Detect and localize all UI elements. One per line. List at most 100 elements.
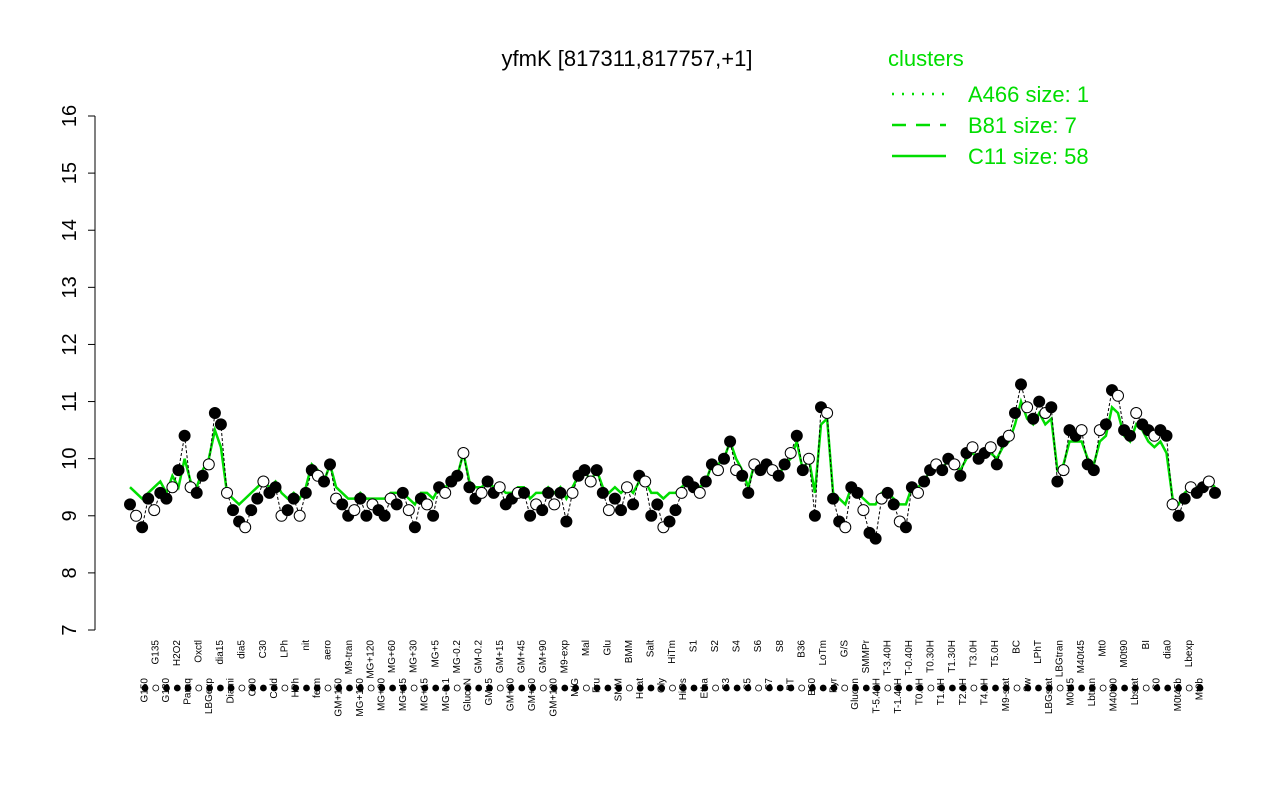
legend-label: B81 size: 7 [968,113,1077,138]
data-point [627,498,640,511]
x-tick-label: MG+30 [409,640,420,674]
data-point [578,464,591,477]
x-tick-label: M40t45 [1076,640,1087,674]
x-marker-dot [216,684,224,692]
data-point [990,458,1003,471]
series-lines [129,397,1216,507]
x-marker-dot [313,684,321,692]
x-tick-label: T-0.40H [904,640,915,676]
data-point [1051,475,1064,488]
x-tick-label: S0 [1152,678,1163,691]
data-point [724,435,737,448]
x-marker-dot [1013,684,1021,692]
data-point [560,515,573,528]
x-marker-dot [1121,684,1128,692]
x-tick-label: GM+120 [549,678,560,717]
x-tick-label: T0.30H [926,640,937,673]
data-points [124,378,1221,545]
y-tick-label: 15 [59,162,81,184]
data-point [427,509,440,522]
x-marker-dot [787,684,795,692]
x-tick-label: nit [301,640,312,651]
x-tick-label: GM+60 [527,678,538,712]
data-point [1045,401,1058,414]
y-tick-label: 11 [59,391,81,412]
data-point [918,475,931,488]
x-tick-label: GM+45 [516,640,527,674]
x-tick-label: T4.0H [979,678,990,705]
data-point [221,486,233,499]
x-marker-dot [583,684,590,692]
data-point [130,509,143,522]
y-tick-label: 12 [59,333,81,355]
data-point [1160,429,1173,442]
x-tick-label: M9-stat [1001,678,1012,712]
data-point [396,486,409,499]
x-marker-dot [367,684,375,692]
data-point [493,481,506,494]
data-point [1124,429,1137,442]
data-point [736,469,749,482]
x-tick-label: Lbexp [1184,640,1195,668]
data-point [1057,464,1070,477]
x-tick-label: Lbtran [1087,678,1098,706]
data-point [790,429,803,442]
x-tick-label: GM-0.2 [473,640,484,674]
y-tick-label: 13 [59,276,81,298]
chart-title: yfmK [817311,817757,+1] [502,46,753,71]
data-point [712,464,724,477]
x-tick-label: BT [786,678,797,691]
data-point [1021,401,1034,414]
x-tick-label: S8 [775,640,786,653]
data-point [166,481,179,494]
data-point [281,504,294,517]
x-marker-dot [776,684,784,692]
x-tick-label: LPhT [1033,640,1044,664]
data-point [239,521,252,534]
data-point [1209,486,1221,499]
data-point [548,498,561,511]
data-point [202,458,215,471]
x-tick-label: T0.0H [915,678,926,705]
x-tick-label: BMM [624,640,635,663]
x-marker-dot [852,684,859,692]
x-marker-dot [195,684,203,692]
x-marker-dot [152,684,160,692]
x-tick-label: B36 [796,640,807,658]
data-point [1075,424,1088,437]
data-point [214,418,227,431]
data-point [542,486,555,499]
data-point [1172,509,1185,522]
data-point [693,486,706,499]
x-tick-label: T5.0H [990,640,1001,667]
x-tick-label: BI [1141,640,1152,649]
x-marker-dot [809,684,816,692]
legend-label: C11 size: 58 [968,144,1089,169]
data-point [142,492,155,505]
x-marker-dot [722,684,730,692]
data-point [590,464,603,477]
x-tick-label: GM+90 [538,640,549,674]
x-tick-label: M40t90 [1109,678,1120,712]
x-tick-label: S1 [689,640,700,653]
x-marker-dot [1035,684,1042,692]
data-point [1009,407,1021,419]
x-marker-dot [389,684,397,692]
data-point [354,492,367,505]
data-point [596,486,609,499]
y-tick-label: 14 [59,219,81,241]
x-tick-label: Glu [603,640,614,656]
data-point [857,504,870,517]
x-marker-dot [486,684,493,692]
x-marker-dot [593,684,601,692]
x-marker-dot [970,684,978,692]
data-point [124,498,136,511]
data-point [784,447,797,459]
x-marker-dot [1099,684,1107,692]
x-marker-dot [862,684,870,692]
x-marker-dot [292,684,300,692]
data-point [899,521,912,534]
data-point [148,504,161,517]
x-marker-dot [626,684,633,692]
